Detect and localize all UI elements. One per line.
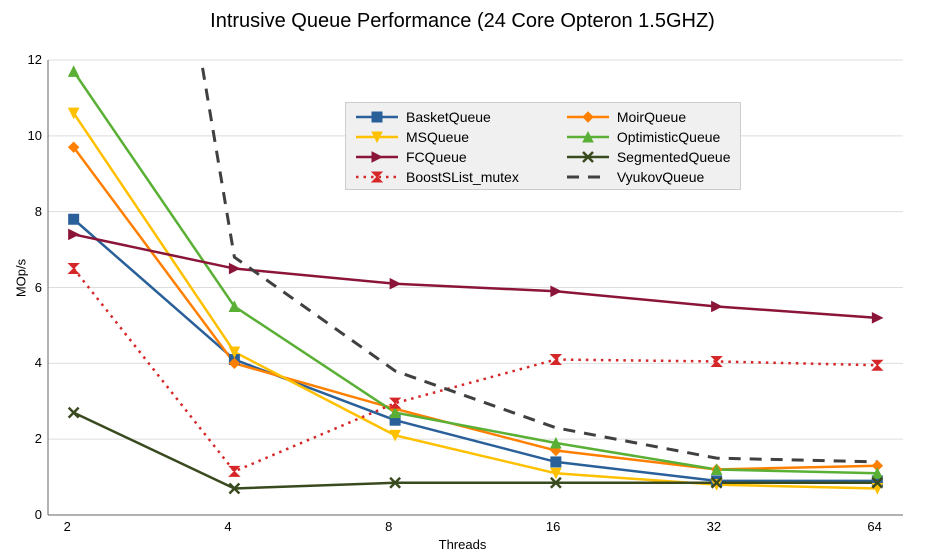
legend-label: SegmentedQueue [617,149,731,165]
x-tick-label: 2 [64,519,71,534]
y-tick-label: 8 [35,204,42,219]
legend-label: MSQueue [406,129,469,145]
y-tick-label: 2 [35,431,42,446]
y-tick-label: 12 [28,52,42,67]
chart-container: Intrusive Queue Performance (24 Core Opt… [0,0,925,556]
legend: BasketQueue MoirQueue MSQueue OptimisticQue… [345,102,741,190]
legend-swatch [356,150,398,164]
legend-item: OptimisticQueue [567,129,731,145]
y-tick-label: 6 [35,280,42,295]
legend-label: FCQueue [406,149,467,165]
y-tick-label: 10 [28,128,42,143]
legend-item: MSQueue [356,129,519,145]
legend-label: VyukovQueue [617,169,704,185]
x-tick-label: 16 [546,519,560,534]
legend-label: MoirQueue [617,109,686,125]
legend-swatch [567,130,609,144]
y-tick-label: 0 [35,507,42,522]
x-tick-label: 4 [224,519,231,534]
legend-swatch [567,110,609,124]
legend-swatch [356,170,398,184]
legend-item: VyukovQueue [567,169,731,185]
legend-item: BoostSList_mutex [356,169,519,185]
legend-swatch [567,170,609,184]
plot-area [0,0,925,556]
legend-swatch [356,110,398,124]
legend-label: OptimisticQueue [617,129,720,145]
legend-swatch [356,130,398,144]
legend-item: FCQueue [356,149,519,165]
legend-label: BasketQueue [406,109,491,125]
legend-item: MoirQueue [567,109,731,125]
x-tick-label: 8 [385,519,392,534]
legend-item: BasketQueue [356,109,519,125]
x-tick-label: 32 [707,519,721,534]
legend-swatch [567,150,609,164]
legend-label: BoostSList_mutex [406,169,519,185]
legend-item: SegmentedQueue [567,149,731,165]
y-tick-label: 4 [35,355,42,370]
x-tick-label: 64 [867,519,881,534]
